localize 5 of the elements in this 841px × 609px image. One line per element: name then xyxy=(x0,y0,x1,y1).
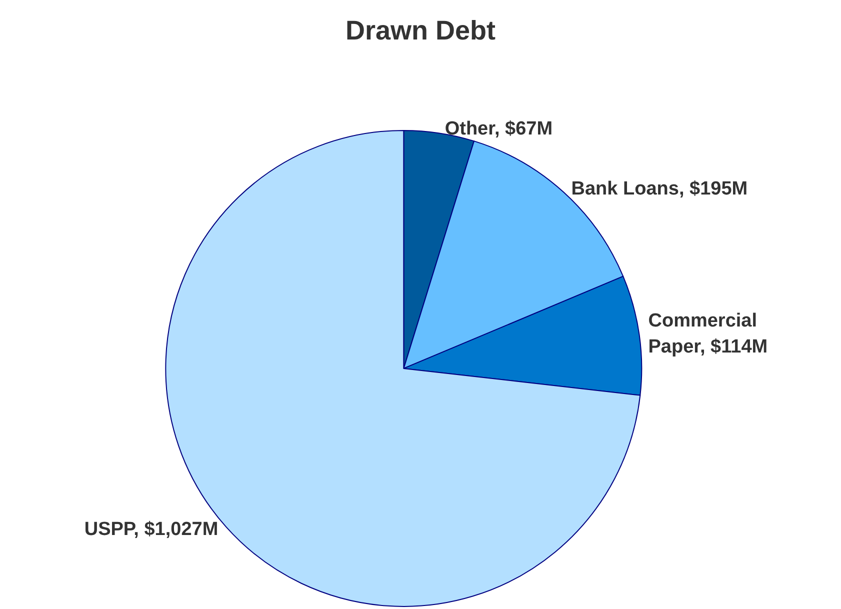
slice-label: Commercial Paper, $114M xyxy=(648,310,768,358)
slice-label: Bank Loans, $195M xyxy=(571,178,748,200)
slice-label: USPP, $1,027M xyxy=(84,519,218,540)
chart-title: Drawn Debt xyxy=(345,16,496,46)
slice-label: Other, $67M xyxy=(444,118,553,140)
